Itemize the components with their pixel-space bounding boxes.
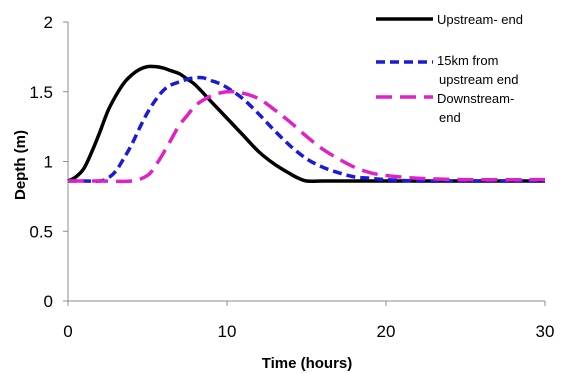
- y-tick-label: 0: [44, 292, 53, 311]
- x-tick-label: 20: [377, 322, 396, 341]
- y-tick-label: 1.5: [29, 83, 53, 102]
- legend-label: Downstream-end: [437, 91, 514, 125]
- series-line-downstream-end: [68, 89, 546, 184]
- legend-label: 15km from upstream end: [437, 53, 519, 87]
- legend-item-15km-from-upstream-end: 15km from upstream end: [376, 53, 519, 87]
- x-tick-label: 30: [536, 322, 555, 341]
- x-tick-label: 10: [218, 322, 237, 341]
- y-tick-label: 2: [44, 13, 53, 32]
- series-line-15km-from-upstream-end: [68, 75, 545, 183]
- legend-item-downstream-end: Downstream-end: [376, 91, 514, 125]
- legend-label: Upstream- end: [437, 12, 523, 27]
- x-axis-title: Time (hours): [262, 355, 353, 372]
- ticks: 00.511.520 10 20 30: [29, 13, 554, 341]
- legend: Upstream- end 15km from upstream end Downst…: [376, 12, 523, 125]
- legend-item-upstream-end: Upstream- end: [376, 12, 523, 27]
- y-axis-title: Depth (m): [12, 130, 29, 200]
- y-tick-label: 0.5: [29, 222, 53, 241]
- y-tick-label: 1: [44, 153, 53, 172]
- series-layer: [67, 64, 546, 184]
- x-tick-label: 0: [63, 322, 72, 341]
